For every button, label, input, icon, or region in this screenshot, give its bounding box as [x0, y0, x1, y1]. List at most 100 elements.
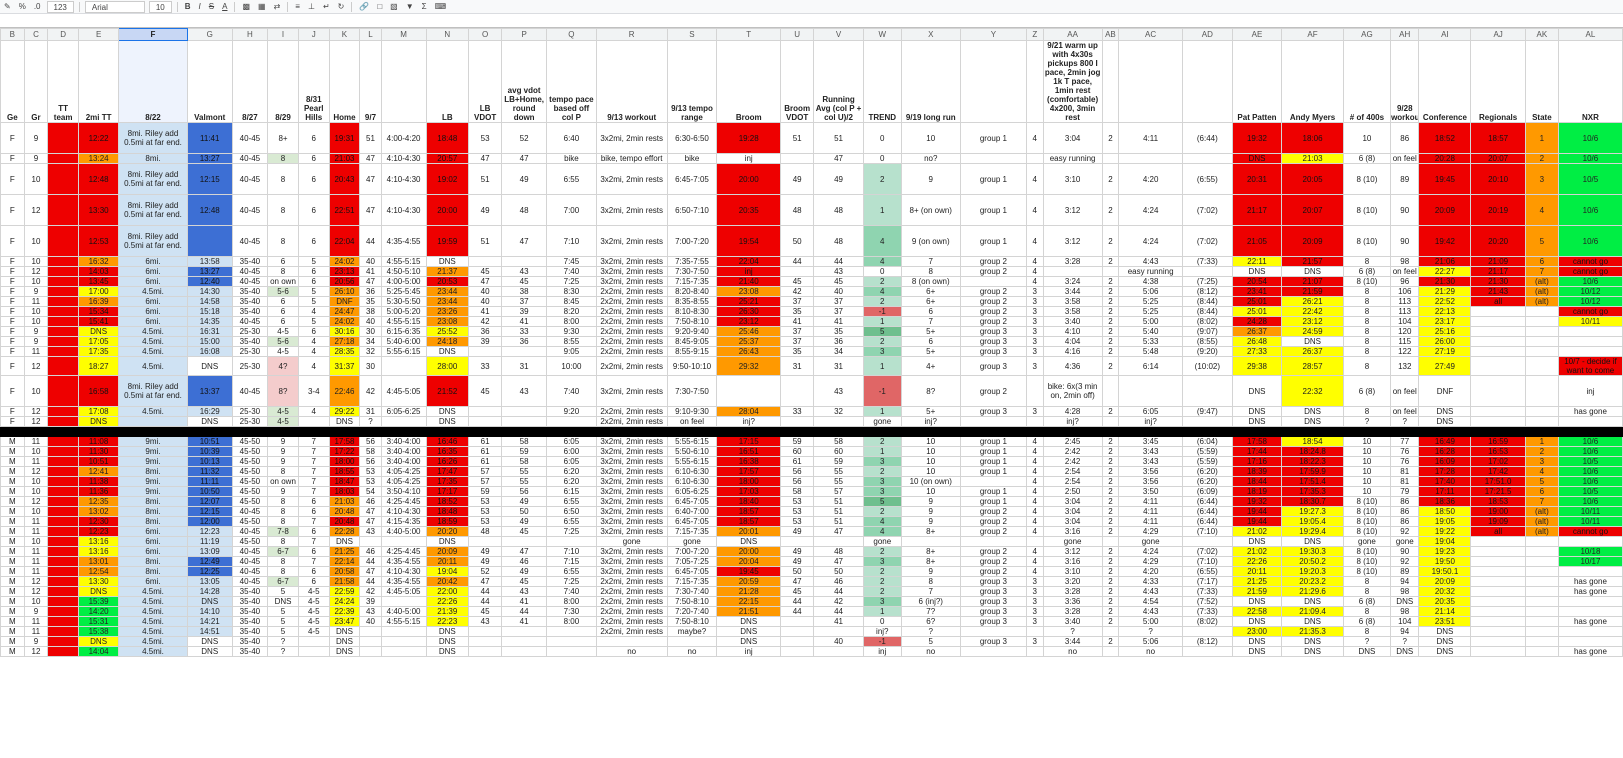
cell[interactable]: 57: [468, 476, 503, 487]
cell[interactable]: [546, 536, 597, 547]
cell[interactable]: group 1: [959, 194, 1028, 226]
cell[interactable]: 8: [267, 266, 299, 277]
cell[interactable]: DNS: [1231, 596, 1283, 607]
cell[interactable]: 2: [1101, 616, 1120, 627]
cell[interactable]: 47: [359, 153, 382, 164]
cell[interactable]: 10/11: [1557, 506, 1623, 517]
cell[interactable]: M: [0, 646, 25, 657]
cell[interactable]: [297, 646, 330, 657]
cell[interactable]: [468, 416, 503, 427]
header-cell[interactable]: Valmont: [186, 40, 233, 123]
cell[interactable]: 13:02: [78, 506, 120, 517]
cell[interactable]: 86: [1390, 506, 1420, 517]
cell[interactable]: 18:27: [78, 356, 120, 376]
cell[interactable]: 60: [780, 446, 815, 457]
cell[interactable]: 7:15: [546, 556, 597, 567]
column-header[interactable]: AH: [1390, 28, 1420, 41]
cell[interactable]: 2: [1101, 466, 1120, 477]
cell[interactable]: 8mi.: [118, 466, 188, 477]
cell[interactable]: 53: [780, 516, 815, 527]
cell[interactable]: 3: [1026, 346, 1044, 357]
cell[interactable]: 39: [501, 306, 548, 317]
cell[interactable]: [1101, 375, 1120, 407]
cell[interactable]: 51: [813, 496, 864, 507]
cell[interactable]: 23:13: [328, 266, 361, 277]
cell[interactable]: 7:40: [546, 586, 597, 597]
cell[interactable]: 4:29: [1118, 526, 1184, 537]
header-cell[interactable]: Broom: [716, 40, 782, 123]
cell[interactable]: [47, 606, 80, 617]
cell[interactable]: no: [1118, 646, 1184, 657]
cell[interactable]: group 3: [959, 616, 1028, 627]
cell[interactable]: F: [0, 276, 25, 287]
cell[interactable]: (alt): [1524, 506, 1559, 517]
cell[interactable]: 35-40: [231, 296, 269, 307]
cell[interactable]: [1026, 375, 1044, 407]
cell[interactable]: 3: [862, 596, 902, 607]
cell[interactable]: 47: [468, 576, 503, 587]
cell[interactable]: 10: [1342, 122, 1392, 154]
cell[interactable]: 40-45: [231, 266, 269, 277]
cell[interactable]: 6mi.: [118, 256, 188, 267]
cell[interactable]: 9: [267, 436, 299, 447]
cell[interactable]: 77: [1390, 436, 1420, 447]
cell[interactable]: group 2: [959, 516, 1028, 527]
cell[interactable]: M: [0, 456, 25, 467]
cell[interactable]: 3: [862, 456, 902, 467]
cell[interactable]: 11: [23, 456, 49, 467]
cell[interactable]: [47, 336, 80, 347]
cell[interactable]: 13:16: [78, 536, 120, 547]
cell[interactable]: 2x2mi, 2min rests: [595, 286, 668, 297]
cell[interactable]: 9mi.: [118, 436, 188, 447]
cell[interactable]: 20:57: [425, 153, 470, 164]
cell[interactable]: 19:44: [1231, 516, 1283, 527]
cell[interactable]: group 1: [959, 456, 1028, 467]
cell[interactable]: 120: [1390, 326, 1420, 337]
cell[interactable]: [1524, 596, 1559, 607]
cell[interactable]: [47, 556, 80, 567]
cell[interactable]: [47, 626, 80, 637]
cell[interactable]: 5: [1524, 225, 1559, 257]
cell[interactable]: 96: [1390, 276, 1420, 287]
cell[interactable]: 9: [900, 163, 961, 195]
cell[interactable]: 43: [813, 266, 864, 277]
cell[interactable]: 2:54: [1042, 466, 1103, 477]
cell[interactable]: 48: [813, 225, 864, 257]
cell[interactable]: 3: [862, 486, 902, 497]
cell[interactable]: [1026, 416, 1044, 427]
cell[interactable]: 34: [813, 346, 864, 357]
cell[interactable]: 10: [1342, 446, 1392, 457]
cell[interactable]: [47, 256, 80, 267]
cell[interactable]: 18:40: [716, 496, 782, 507]
header-cell[interactable]: 9/19 long run: [900, 40, 961, 123]
cell[interactable]: 4: [1026, 566, 1044, 577]
cell[interactable]: [813, 416, 864, 427]
column-header[interactable]: AE: [1231, 28, 1283, 41]
cell[interactable]: group 2: [959, 256, 1028, 267]
cell[interactable]: 44: [359, 225, 382, 257]
cell[interactable]: 2: [1101, 316, 1120, 327]
cell[interactable]: 2:50: [1042, 486, 1103, 497]
cell[interactable]: 8mi.: [118, 566, 188, 577]
cell[interactable]: 23:26: [425, 306, 470, 317]
cell[interactable]: 13:45: [78, 276, 120, 287]
cell[interactable]: 11: [23, 346, 49, 357]
cell[interactable]: 18:59: [425, 516, 470, 527]
cell[interactable]: 2: [1101, 194, 1120, 226]
cell[interactable]: 40-45: [231, 556, 269, 567]
cell[interactable]: 17:57: [716, 466, 782, 477]
cell[interactable]: 14:03: [78, 266, 120, 277]
cell[interactable]: 47: [501, 153, 548, 164]
cell[interactable]: 23:08: [716, 286, 782, 297]
cell[interactable]: 4: [1026, 546, 1044, 557]
cell[interactable]: 11: [23, 436, 49, 447]
cell[interactable]: 25:16: [1418, 326, 1472, 337]
cell[interactable]: 2: [862, 336, 902, 347]
cell[interactable]: M: [0, 436, 25, 447]
cell[interactable]: 18:52: [1418, 122, 1472, 154]
cell[interactable]: DNS: [1281, 266, 1344, 277]
cell[interactable]: 7?: [900, 606, 961, 617]
cell[interactable]: 18:00: [716, 476, 782, 487]
cell[interactable]: [1524, 566, 1559, 577]
cell[interactable]: on own: [267, 476, 299, 487]
